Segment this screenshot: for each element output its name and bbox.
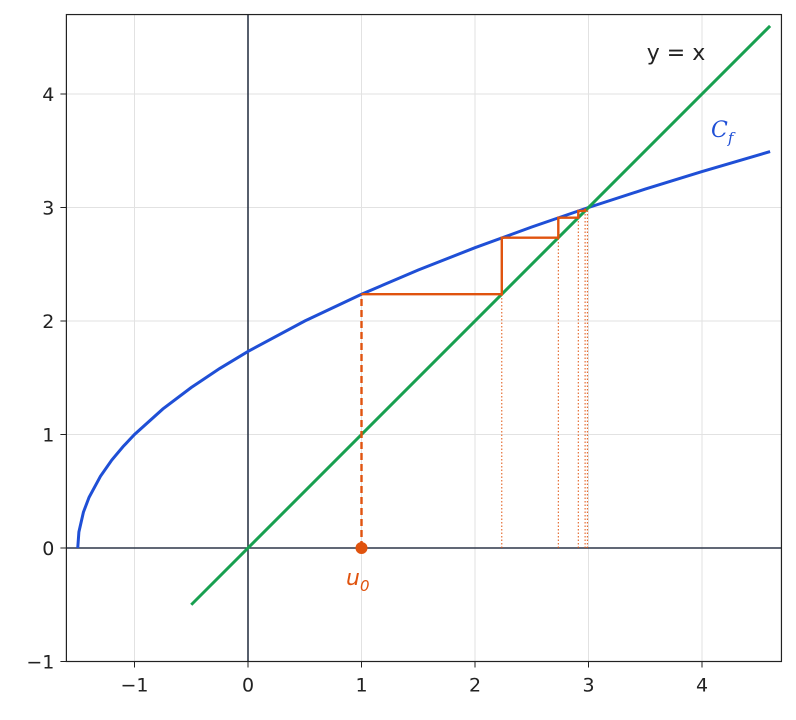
x-tick-label: 4 xyxy=(696,675,708,697)
y-tick-label: 2 xyxy=(42,311,54,333)
x-tick-label: 1 xyxy=(355,675,367,697)
y-tick-label: 4 xyxy=(42,84,54,106)
start-label: u0 xyxy=(346,566,370,595)
curve-label: Cf xyxy=(711,118,736,147)
x-tick-label: 0 xyxy=(242,675,254,697)
plot-frame xyxy=(65,13,783,663)
curve-label-base: C xyxy=(711,118,728,143)
series-line xyxy=(76,150,771,549)
series-line xyxy=(190,24,772,606)
line-label: y = x xyxy=(647,41,705,66)
curve-label-subscript: f xyxy=(727,129,736,147)
plot-area xyxy=(76,24,772,606)
x-tick-label: −1 xyxy=(120,675,148,697)
start-label-subscript: 0 xyxy=(360,577,370,595)
y-tick-label: 3 xyxy=(42,198,54,220)
x-tick-label: 2 xyxy=(469,675,481,697)
cobweb xyxy=(361,208,587,296)
y-tick-label: 0 xyxy=(42,538,54,560)
y-tick-label: −1 xyxy=(26,652,54,674)
x-tick-label: 3 xyxy=(582,675,594,697)
y-tick-label: 1 xyxy=(42,425,54,447)
start-point xyxy=(355,542,368,554)
start-label-base: u xyxy=(346,566,360,591)
